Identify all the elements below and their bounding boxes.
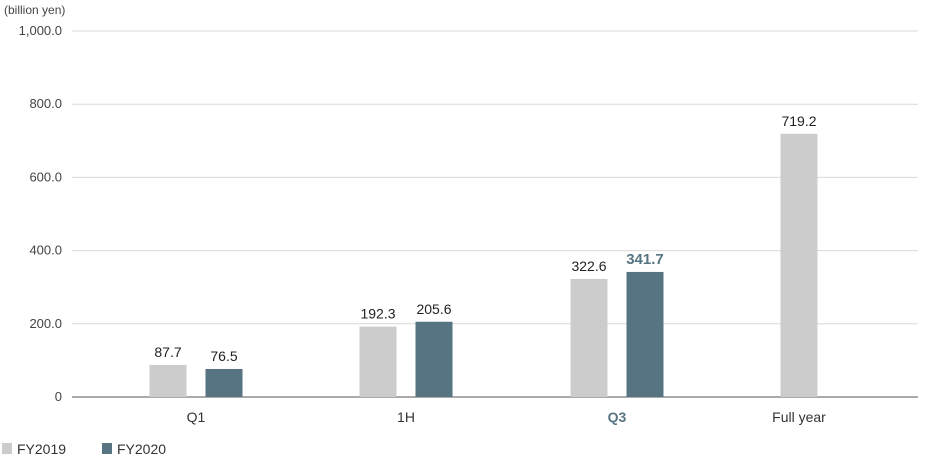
legend: FY2019 FY2020 [2,441,166,456]
legend-swatch-fy2020 [102,443,112,454]
bar-fy2020-1h [415,321,453,397]
bar-fy2020-q3 [626,271,664,397]
data-label: 87.7 [154,344,181,360]
bars [149,133,818,397]
y-axis: 0 200.0 400.0 600.0 800.0 1,000.0 [19,23,62,404]
data-label: 341.7 [626,251,664,268]
y-tick-label: 400.0 [29,243,62,258]
data-label: 205.6 [416,301,451,317]
bar-fy2019-q3 [570,278,608,397]
x-tick-label: Q1 [187,409,206,425]
y-tick-label: 1,000.0 [19,23,62,38]
bar-fy2019-1h [359,326,397,397]
legend-label-fy2020: FY2020 [117,441,166,456]
data-labels: 87.7 76.5 192.3 205.6 322.6 341.7 719.2 [154,113,816,364]
y-tick-label: 600.0 [29,169,62,184]
gridlines [72,30,918,398]
x-tick-label: 1H [397,409,415,425]
y-tick-label: 200.0 [29,316,62,331]
bar-fy2019-full-year [780,133,818,397]
x-axis: Q1 1H Q3 Full year [187,409,827,425]
x-tick-label: Q3 [608,409,627,425]
legend-swatch-fy2019 [2,443,12,454]
bar-fy2020-q1 [205,369,243,397]
legend-label-fy2019: FY2019 [17,441,66,456]
bar-fy2019-q1 [149,364,187,397]
data-label: 76.5 [210,348,237,364]
x-tick-label: Full year [772,409,826,425]
y-tick-label: 0 [55,389,62,404]
data-label: 192.3 [360,306,395,322]
data-label: 719.2 [781,113,816,129]
y-tick-label: 800.0 [29,96,62,111]
unit-label: (billion yen) [4,3,65,17]
data-label: 322.6 [571,258,606,274]
